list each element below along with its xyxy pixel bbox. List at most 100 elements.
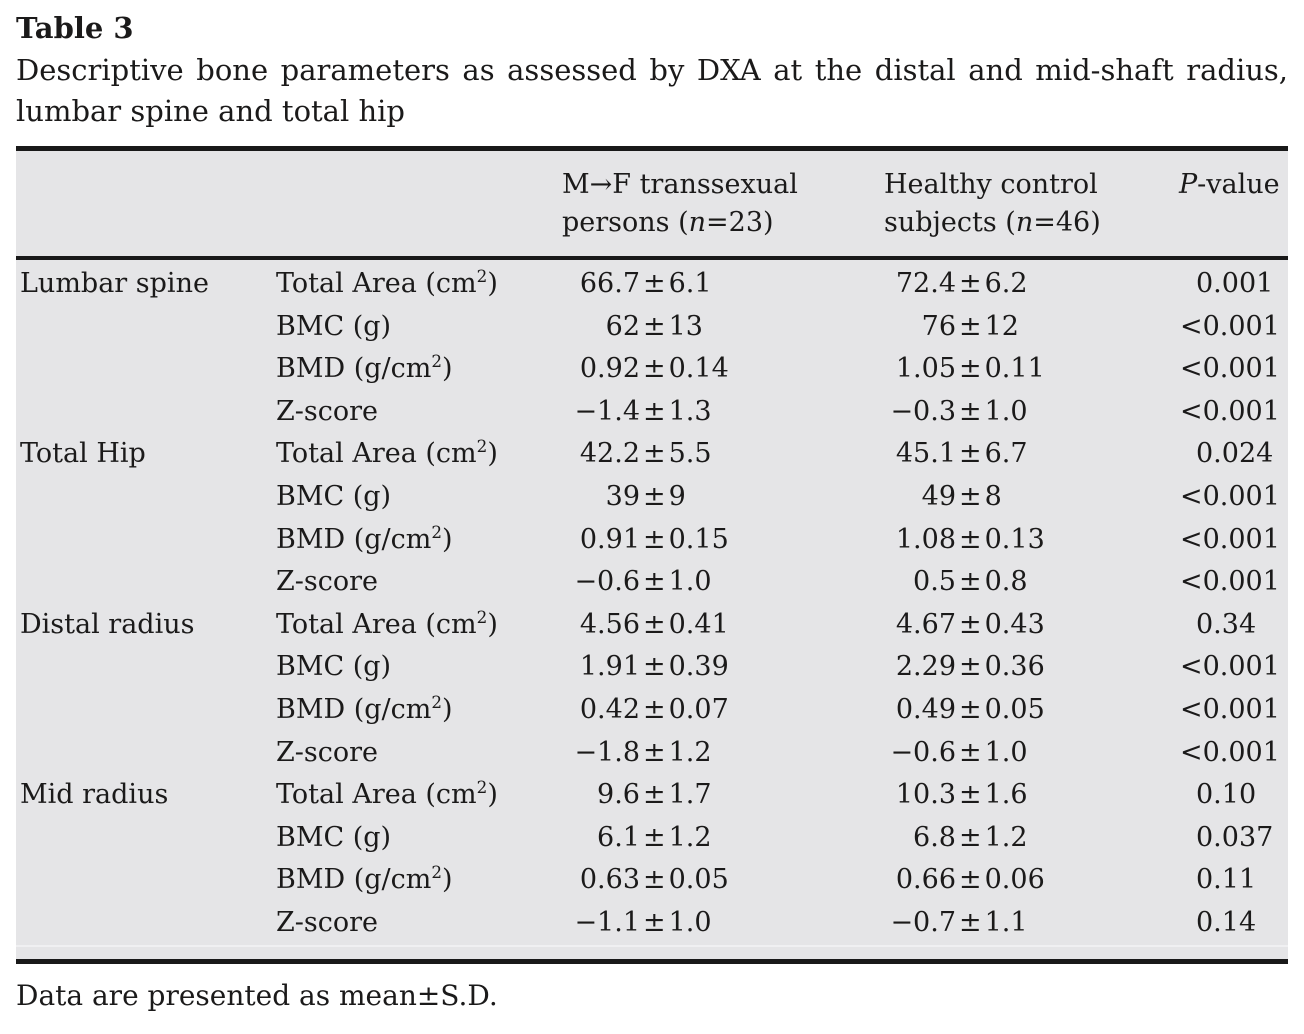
site-cell — [16, 519, 276, 562]
control-value-cell: 2.29 ±0.36 — [895, 651, 1045, 683]
parameter-label: Total Area (cm — [276, 779, 477, 811]
site-cell — [16, 391, 276, 434]
mf-value-cell: 62 ±13 — [605, 310, 703, 342]
parameter-superscript: 2 — [431, 691, 443, 712]
control-value-cell: 72.4 ±6.2 — [895, 268, 1028, 299]
parameter-label: Total Area (cm — [276, 608, 477, 640]
control-value-cell: 4.67 ±0.43 — [895, 608, 1045, 640]
column-header-pvalue: P-value — [1179, 151, 1288, 256]
parameter-label-close: ) — [442, 353, 453, 385]
control-value-cell: 0.66 ±0.06 — [895, 864, 1045, 896]
parameter-label-close: ) — [442, 693, 453, 725]
p-value-cell: 0.001 — [1196, 268, 1274, 299]
p-value-cell: <0.001 — [1180, 395, 1280, 427]
p-value-cell: 0.14 — [1196, 906, 1257, 938]
table-row: BMD (g/cm2) 0.92 ±0.14 1.05 ±0.11 <0.001 — [16, 348, 1288, 391]
site-cell — [16, 476, 276, 519]
parameter-cell: BMC (g) — [276, 476, 558, 519]
table-row: Total Hip Total Area (cm2) 42.2 ±5.5 45.1… — [16, 433, 1288, 476]
mf-value-cell: 42.2 ±5.5 — [579, 438, 712, 470]
parameter-cell: BMD (g/cm2) — [276, 859, 558, 902]
mf-value-cell: 0.92 ±0.14 — [579, 353, 729, 385]
site-cell — [16, 732, 276, 775]
parameter-label: BMC (g) — [276, 651, 392, 683]
control-value-cell: 0.49 ±0.05 — [895, 693, 1045, 725]
parameter-label-close: ) — [487, 608, 498, 640]
table-row: Lumbar spine Total Area (cm2) 66.7 ±6.1 7… — [16, 263, 1288, 306]
mf-header-n: n — [688, 207, 707, 238]
hc-header-line1: Healthy control — [884, 169, 1098, 200]
parameter-superscript: 2 — [476, 606, 488, 627]
p-value-cell: 0.11 — [1196, 864, 1257, 896]
parameter-label: BMC (g) — [276, 821, 392, 853]
mf-value-cell: 6.1 ±1.2 — [597, 821, 712, 853]
mf-value-cell: 1.91 ±0.39 — [579, 651, 729, 683]
p-value-cell: <0.001 — [1180, 693, 1280, 725]
table-row: BMC (g) 62 ±13 76 ±12 <0.001 — [16, 306, 1288, 349]
p-value-cell: 0.037 — [1196, 821, 1274, 853]
mf-value-cell: 0.63 ±0.05 — [579, 864, 729, 896]
hc-header-line2-post: =46) — [1033, 207, 1101, 238]
control-value-cell: 0.5 ±0.8 — [913, 566, 1028, 598]
parameter-superscript: 2 — [431, 862, 443, 883]
dxa-parameters-table: M→F transsexual persons (n=23) Healthy c… — [16, 146, 1288, 964]
parameter-label-close: ) — [442, 523, 453, 555]
mf-value-cell: −1.4 ±1.3 — [574, 395, 712, 427]
header-parameter-blank — [276, 151, 558, 256]
parameter-label: BMD (g/cm — [276, 864, 432, 896]
parameter-cell: Total Area (cm2) — [276, 604, 558, 647]
site-cell — [16, 646, 276, 689]
pvalue-header-p: P — [1179, 169, 1198, 200]
p-value-cell: <0.001 — [1180, 566, 1280, 598]
control-value-cell: −0.6 ±1.0 — [890, 736, 1028, 768]
site-cell — [16, 306, 276, 349]
mf-value-cell: 0.42 ±0.07 — [579, 693, 729, 725]
parameter-label: BMD (g/cm — [276, 353, 432, 385]
control-value-cell: −0.3 ±1.0 — [890, 395, 1028, 427]
table-label: Table 3 — [16, 11, 134, 45]
p-value-cell: 0.10 — [1196, 779, 1257, 811]
parameter-label: Total Area (cm — [276, 268, 477, 299]
site-cell — [16, 689, 276, 732]
parameter-cell: Total Area (cm2) — [276, 433, 558, 476]
header-site-blank — [16, 151, 276, 256]
parameter-label: BMC (g) — [276, 310, 392, 342]
mf-value-cell: 4.56 ±0.41 — [579, 608, 729, 640]
table-row: BMC (g) 6.1 ±1.2 6.8 ±1.2 0.037 — [16, 817, 1288, 860]
parameter-cell: Z-score — [276, 561, 558, 604]
mf-value-cell: −1.1 ±1.0 — [574, 906, 712, 938]
parameter-cell: BMD (g/cm2) — [276, 519, 558, 562]
p-value-cell: <0.001 — [1180, 523, 1280, 555]
table-caption-line2: lumbar spine and total hip — [16, 94, 405, 128]
parameter-superscript: 2 — [476, 777, 488, 798]
control-value-cell: 1.05 ±0.11 — [895, 353, 1045, 385]
mf-value-cell: 66.7 ±6.1 — [579, 268, 712, 299]
p-value-cell: <0.001 — [1180, 651, 1280, 683]
table-row: BMD (g/cm2) 0.42 ±0.07 0.49 ±0.05 <0.001 — [16, 689, 1288, 732]
parameter-label: Z-score — [276, 906, 379, 938]
table-row: BMC (g) 39 ±9 49 ±8 <0.001 — [16, 476, 1288, 519]
mf-value-cell: 39 ±9 — [605, 480, 686, 512]
site-cell — [16, 561, 276, 604]
parameter-cell: BMC (g) — [276, 817, 558, 860]
table-body: Lumbar spine Total Area (cm2) 66.7 ±6.1 7… — [16, 260, 1288, 945]
parameter-label-close: ) — [487, 779, 498, 811]
parameter-cell: BMC (g) — [276, 306, 558, 349]
mf-header-line2-post: =23) — [706, 207, 774, 238]
table-row: BMD (g/cm2) 0.91 ±0.15 1.08 ±0.13 <0.001 — [16, 519, 1288, 562]
hc-header-n: n — [1015, 207, 1034, 238]
pvalue-header-rest: -value — [1197, 169, 1280, 200]
site-cell — [16, 902, 276, 945]
site-cell: Lumbar spine — [20, 268, 209, 299]
table-row: Z-score −1.4 ±1.3 −0.3 ±1.0 <0.001 — [16, 391, 1288, 434]
column-header-mf-transsexual: M→F transsexual persons (n=23) — [558, 151, 880, 256]
p-value-cell: <0.001 — [1180, 353, 1280, 385]
parameter-cell: Z-score — [276, 902, 558, 945]
table-row: Mid radius Total Area (cm2) 9.6 ±1.7 10.3… — [16, 774, 1288, 817]
parameter-superscript: 2 — [476, 266, 488, 286]
parameter-label: Z-score — [276, 566, 379, 598]
control-value-cell: 49 ±8 — [921, 480, 1002, 512]
mf-header-line2-pre: persons ( — [562, 207, 689, 238]
mf-header-line1: M→F transsexual — [562, 169, 798, 200]
parameter-label: BMD (g/cm — [276, 693, 432, 725]
